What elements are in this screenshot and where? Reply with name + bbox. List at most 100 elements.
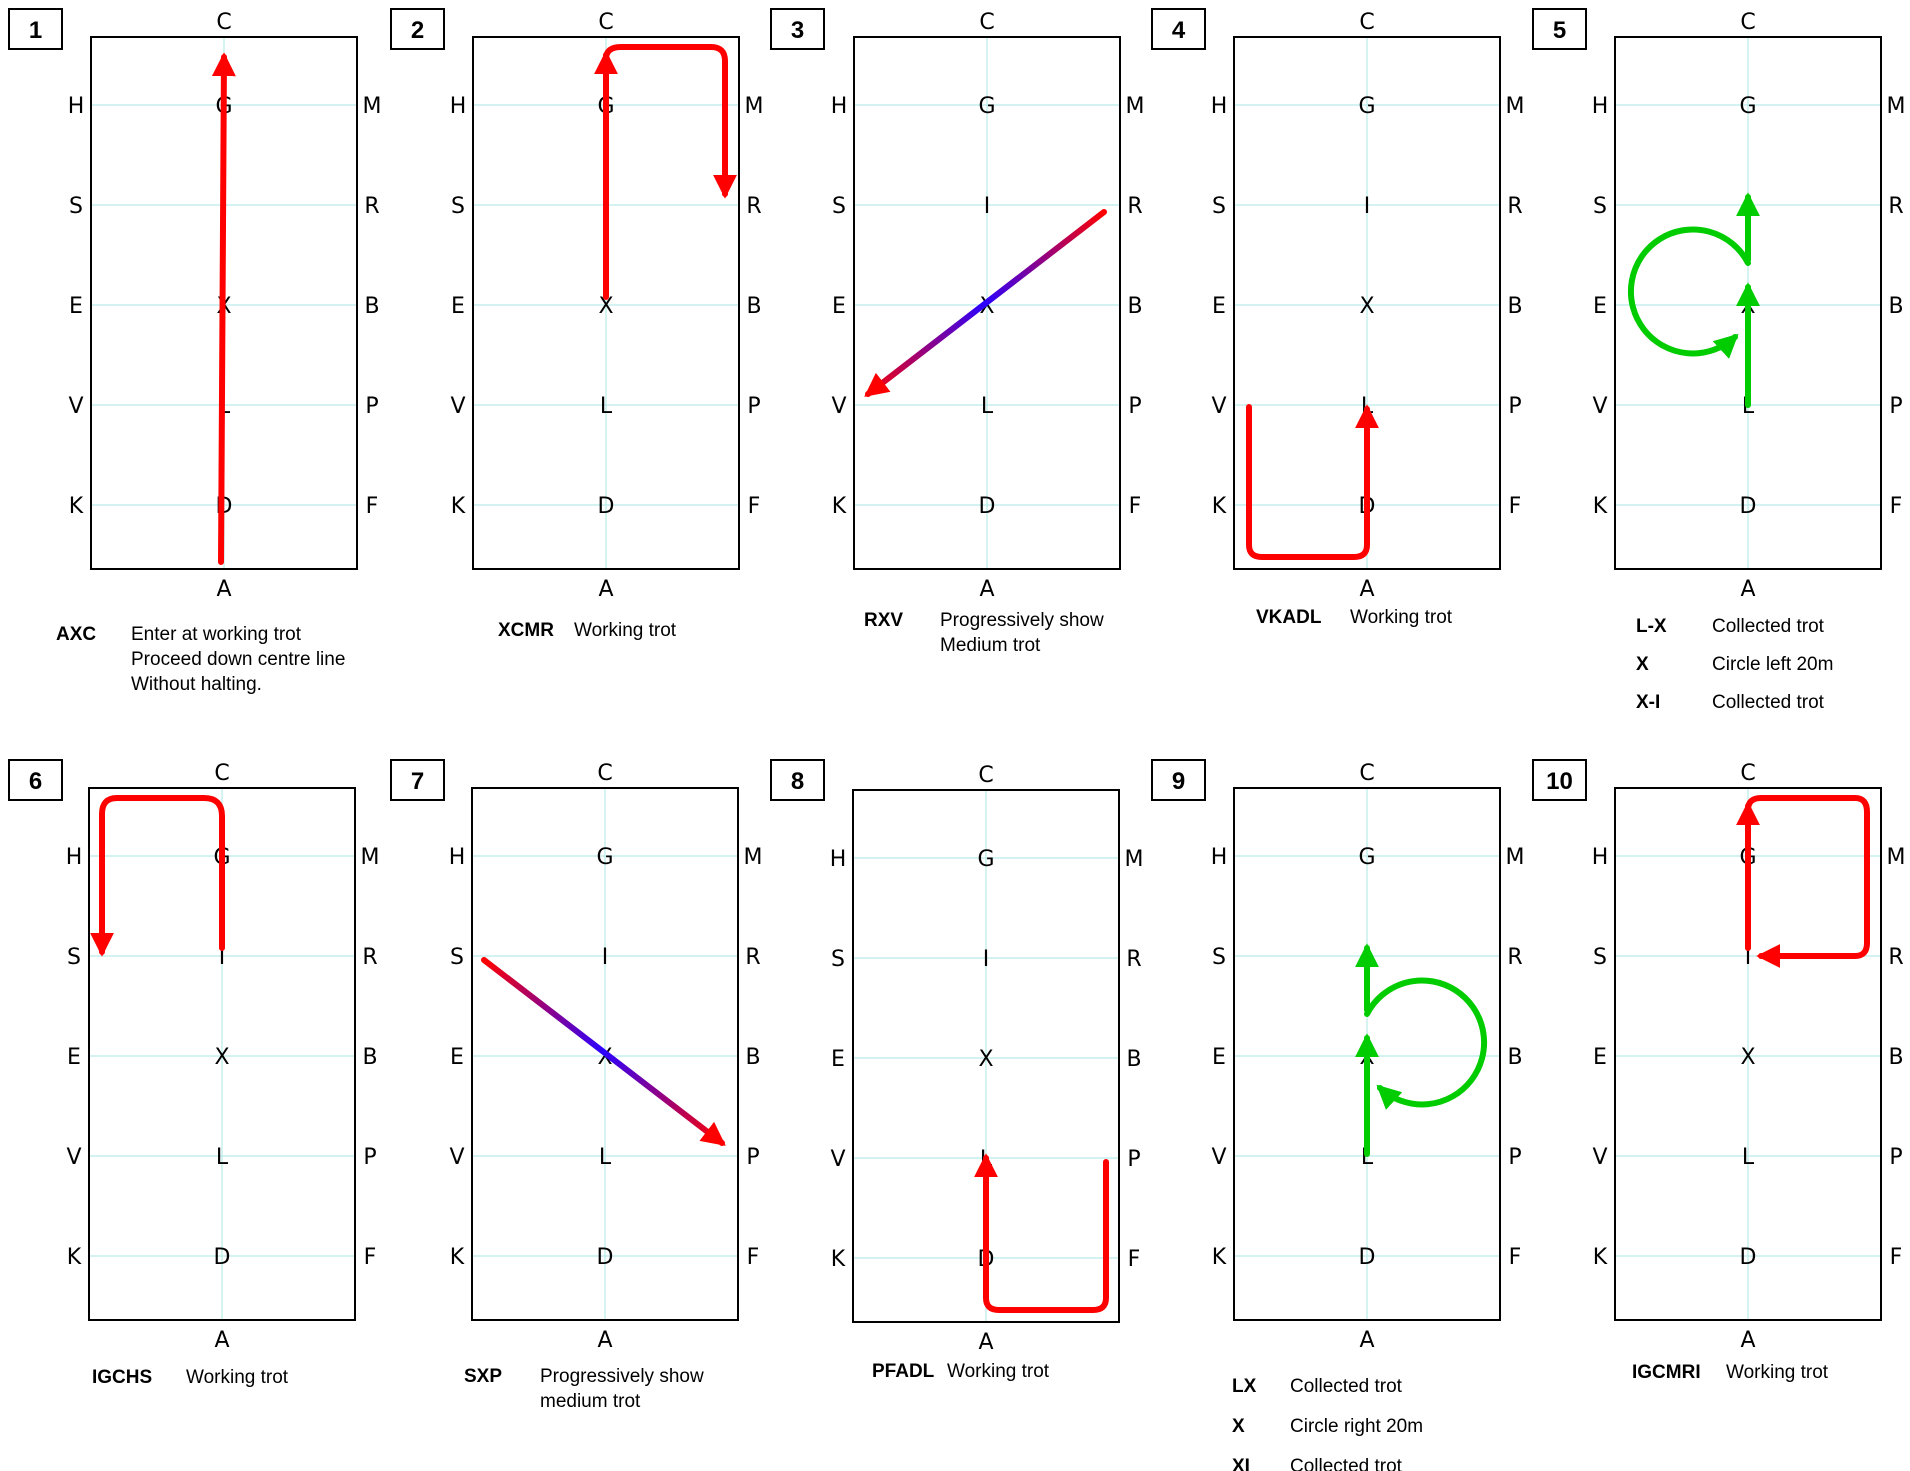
letter-centre: I: [1745, 945, 1752, 970]
movement-code: IGCMRI: [1632, 1362, 1701, 1383]
letter-right: B: [1507, 294, 1522, 319]
letter-right: F: [748, 494, 761, 519]
letter-right: R: [1507, 945, 1522, 970]
letter-right: F: [1129, 494, 1142, 519]
letter-left: E: [832, 294, 846, 319]
letter-left: V: [66, 1145, 81, 1170]
arena-diagram-5: 5 CAH MGS RIE BXV PLK FD: [1532, 8, 1906, 602]
diagram-number: 7: [411, 768, 424, 795]
movement-code: L-X: [1636, 616, 1667, 637]
arena-border: [852, 789, 1120, 1323]
letter-left: V: [1592, 394, 1607, 419]
letter-centre: I: [1364, 194, 1371, 219]
letter-right: F: [366, 494, 379, 519]
diagram-number-box: [390, 8, 445, 50]
letter-centre: D: [1359, 1245, 1376, 1270]
movement-description: Proceed down centre line: [131, 649, 345, 670]
movement-description: Progressively show: [940, 610, 1104, 631]
letter-top: C: [216, 10, 231, 35]
letter-right: P: [1889, 1145, 1902, 1170]
letter-right: R: [1888, 194, 1903, 219]
letter-right: P: [1127, 1147, 1140, 1172]
letter-centre: D: [214, 1245, 231, 1270]
movement-code: AXC: [56, 624, 96, 645]
letter-left: H: [1592, 845, 1609, 870]
letter-left: V: [831, 394, 846, 419]
letter-right: M: [1887, 94, 1906, 119]
route-arrow: [211, 52, 236, 565]
letter-left: S: [1593, 945, 1607, 970]
letter-left: E: [69, 294, 83, 319]
letter-left: E: [67, 1045, 81, 1070]
letter-right: M: [744, 845, 763, 870]
movement-description: Collected trot: [1290, 1376, 1403, 1397]
caption-3: RXV Progressively show Medium trot: [864, 610, 1104, 656]
arena-diagram-9: 9 CAH MGS RIE BXV PLK FD: [1151, 759, 1525, 1353]
route-arrow: [1745, 795, 1870, 968]
arena-diagram-4: 4 CAH MGS RIE BXV PLK FD: [1151, 8, 1524, 602]
letter-left: E: [1593, 294, 1607, 319]
diagram-number: 6: [29, 768, 42, 795]
letter-right: P: [746, 1145, 759, 1170]
letter-centre: L: [216, 1145, 229, 1170]
arena-diagram-3: 3 CAH MGS RIE BXV PLK FD: [770, 8, 1145, 602]
letter-right: M: [1506, 845, 1525, 870]
letter-left: H: [831, 94, 848, 119]
letter-right: F: [364, 1245, 377, 1270]
letter-centre: D: [1740, 1245, 1757, 1270]
letter-centre: G: [596, 845, 613, 870]
diagram-number: 2: [411, 17, 424, 44]
letter-centre: X: [1359, 294, 1374, 319]
letter-right: R: [364, 194, 379, 219]
arena-border: [471, 787, 739, 1321]
movement-code: X: [1636, 654, 1649, 675]
letter-centre: I: [984, 194, 991, 219]
letter-right: M: [361, 845, 380, 870]
letter-left: V: [450, 394, 465, 419]
letter-centre: I: [219, 945, 226, 970]
letter-right: R: [1127, 194, 1142, 219]
letter-right: R: [746, 194, 761, 219]
letter-centre: X: [1740, 1045, 1755, 1070]
letter-right: B: [1888, 1045, 1903, 1070]
letter-left: H: [830, 847, 847, 872]
movement-description: Working trot: [947, 1361, 1050, 1382]
arena-border: [1614, 36, 1882, 570]
letter-top: C: [597, 761, 612, 786]
diagram-number: 4: [1172, 17, 1186, 44]
letter-right: M: [1125, 847, 1144, 872]
movement-code: XCMR: [498, 620, 554, 641]
route-arrow: [1246, 404, 1379, 560]
arena-diagram-2: 2 CAH MGS RIE BXV PLK FD: [390, 8, 763, 602]
arena-border: [1233, 36, 1501, 570]
movement-description: Collected trot: [1712, 616, 1825, 637]
caption-9: LX Collected trot X Circle right 20m XI Colle…: [1232, 1376, 1423, 1471]
letter-centre: G: [1739, 94, 1756, 119]
route-arrow: [90, 795, 225, 957]
letter-left: V: [68, 394, 83, 419]
circle-route: [1364, 977, 1488, 1110]
letter-right: B: [746, 294, 761, 319]
letter-left: S: [1593, 194, 1607, 219]
letter-top: C: [1740, 761, 1755, 786]
diagram-number: 1: [29, 17, 42, 44]
route-arrow: [603, 44, 737, 199]
caption-7: SXP Progressively show medium trot: [464, 1366, 704, 1412]
letter-bottom: A: [1740, 1328, 1755, 1353]
letter-left: K: [1593, 494, 1608, 519]
letter-left: E: [1593, 1045, 1607, 1070]
diagram-number-box: [8, 759, 63, 801]
letter-bottom: A: [598, 577, 613, 602]
movement-code: RXV: [864, 610, 903, 631]
letter-bottom: A: [597, 1328, 612, 1353]
diagram-number-box: [1151, 8, 1206, 50]
letter-centre: D: [1740, 494, 1757, 519]
letter-left: S: [1212, 945, 1226, 970]
letter-right: F: [1509, 1245, 1522, 1270]
movement-code: IGCHS: [92, 1367, 152, 1388]
diagram-number: 5: [1553, 17, 1566, 44]
letter-left: V: [1211, 1145, 1226, 1170]
letter-right: P: [365, 394, 378, 419]
letter-right: M: [1126, 94, 1145, 119]
letter-right: P: [1508, 394, 1521, 419]
